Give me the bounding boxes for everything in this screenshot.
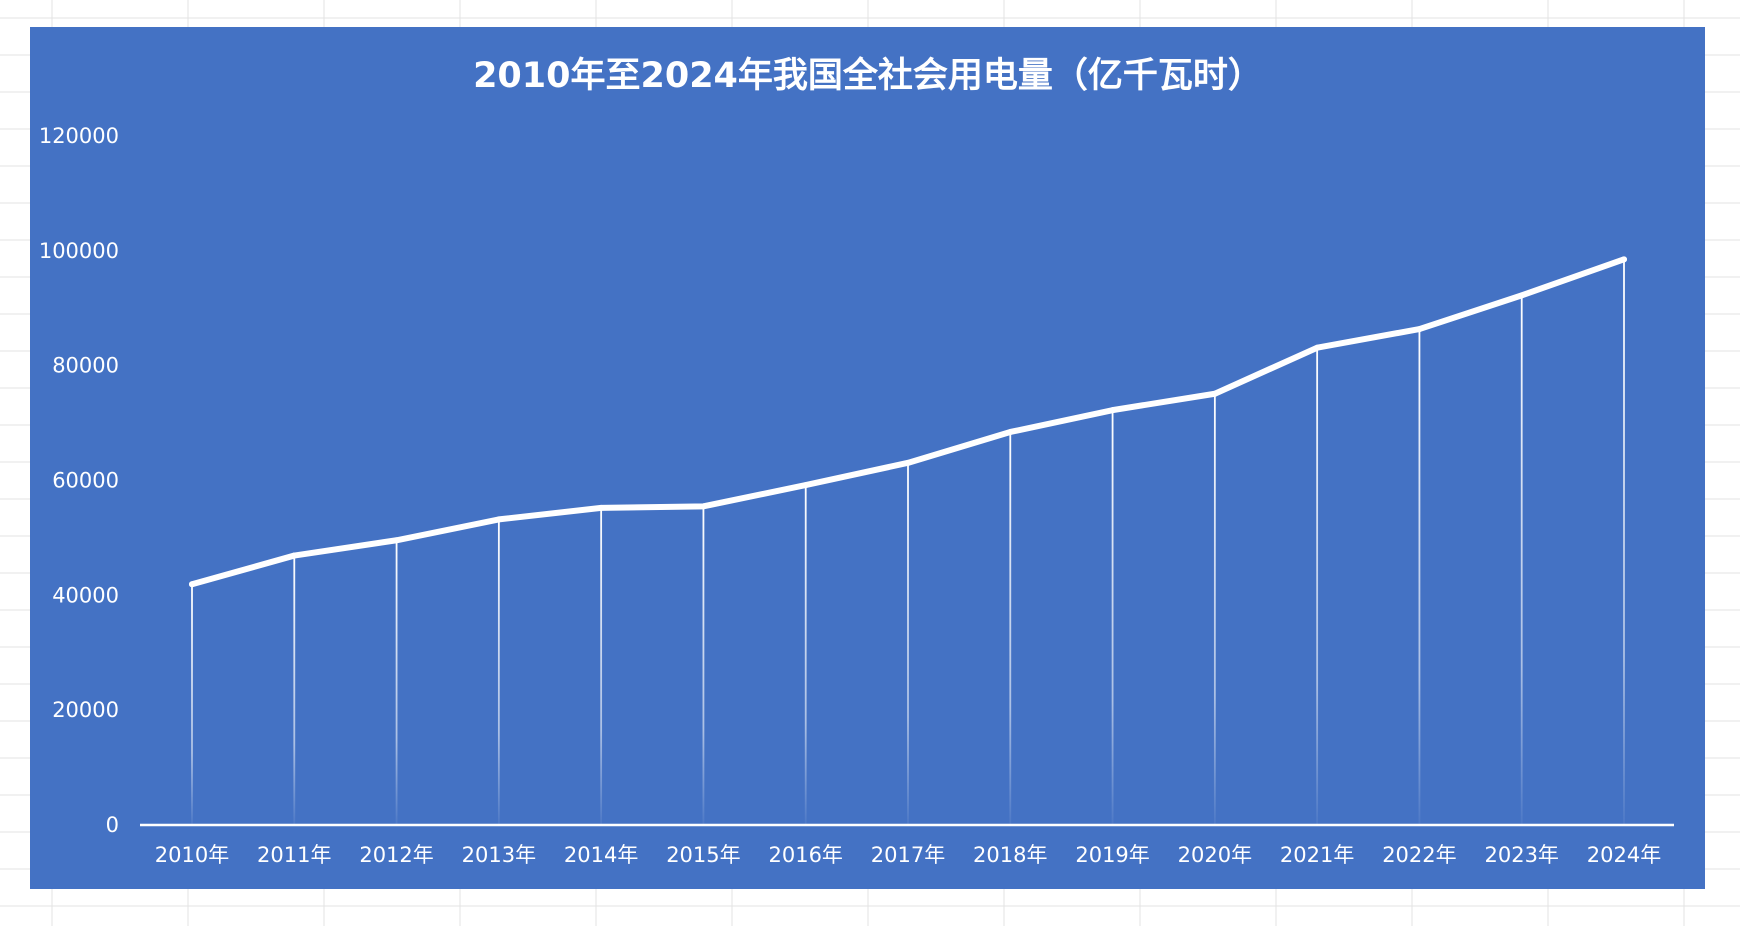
x-tick-label: 2024年 [1587,843,1661,867]
x-tick-label: 2012年 [359,843,433,867]
data-point [1314,344,1321,351]
y-axis-tick-labels: 0 20000 40000 60000 80000 100000 120000 [39,124,119,837]
x-tick-label: 2014年 [564,843,638,867]
drop-line [1316,347,1319,825]
data-point [1416,326,1423,333]
y-tick-label: 40000 [52,583,119,607]
chart-title: 2010年至2024年我国全社会用电量（亿千瓦时） [473,55,1263,96]
x-tick-label: 2015年 [666,843,740,867]
x-tick-label: 2019年 [1075,843,1149,867]
y-tick-label: 100000 [39,239,119,263]
x-tick-label: 2020年 [1178,843,1252,867]
drop-line [1418,329,1421,825]
data-point [291,552,298,559]
data-point [905,459,911,466]
data-point [495,516,502,523]
data-point [1109,407,1116,414]
x-tick-label: 2023年 [1484,843,1558,867]
drop-line [907,462,909,825]
x-tick-label: 2011年 [257,843,331,867]
data-point [598,504,605,511]
drop-lines [191,259,1625,825]
drop-line [395,540,398,825]
data-point [1518,292,1525,299]
x-tick-label: 2022年 [1382,843,1456,867]
x-tick-label: 2016年 [768,843,842,867]
data-point [802,482,809,489]
x-tick-label: 2021年 [1280,843,1354,867]
drop-line [1623,259,1625,825]
x-tick-label: 2018年 [973,843,1047,867]
drop-line [1213,393,1216,825]
data-point [1007,428,1014,435]
y-tick-label: 20000 [52,698,119,722]
data-point [1211,390,1218,397]
y-tick-label: 0 [106,813,119,837]
drop-line [804,485,807,825]
drop-line [702,506,705,825]
data-point [700,503,707,510]
data-points [189,256,1627,588]
drop-line [600,507,603,825]
x-tick-label: 2010年 [155,843,229,867]
drop-line [1111,410,1114,825]
x-tick-label: 2013年 [462,843,536,867]
drop-line [497,519,500,825]
x-axis-tick-labels: 2010年 2011年 2012年 2013年 2014年 2015年 2016年 2017年… [155,843,1661,867]
y-tick-label: 60000 [52,469,119,493]
y-tick-label: 120000 [39,124,119,148]
drop-line [293,555,296,825]
data-point [1621,256,1627,263]
y-tick-label: 80000 [52,354,119,378]
line-chart: 2010年至2024年我国全社会用电量（亿千瓦时） 0 20000 40000 600… [39,55,1674,867]
drop-line [1520,295,1523,825]
x-tick-label: 2017年 [871,843,945,867]
drop-line [1009,431,1012,825]
data-point [393,537,400,544]
data-point [189,581,195,588]
drop-line [191,584,193,825]
chart-panel[interactable]: 2010年至2024年我国全社会用电量（亿千瓦时） 0 20000 40000 600… [30,27,1705,889]
